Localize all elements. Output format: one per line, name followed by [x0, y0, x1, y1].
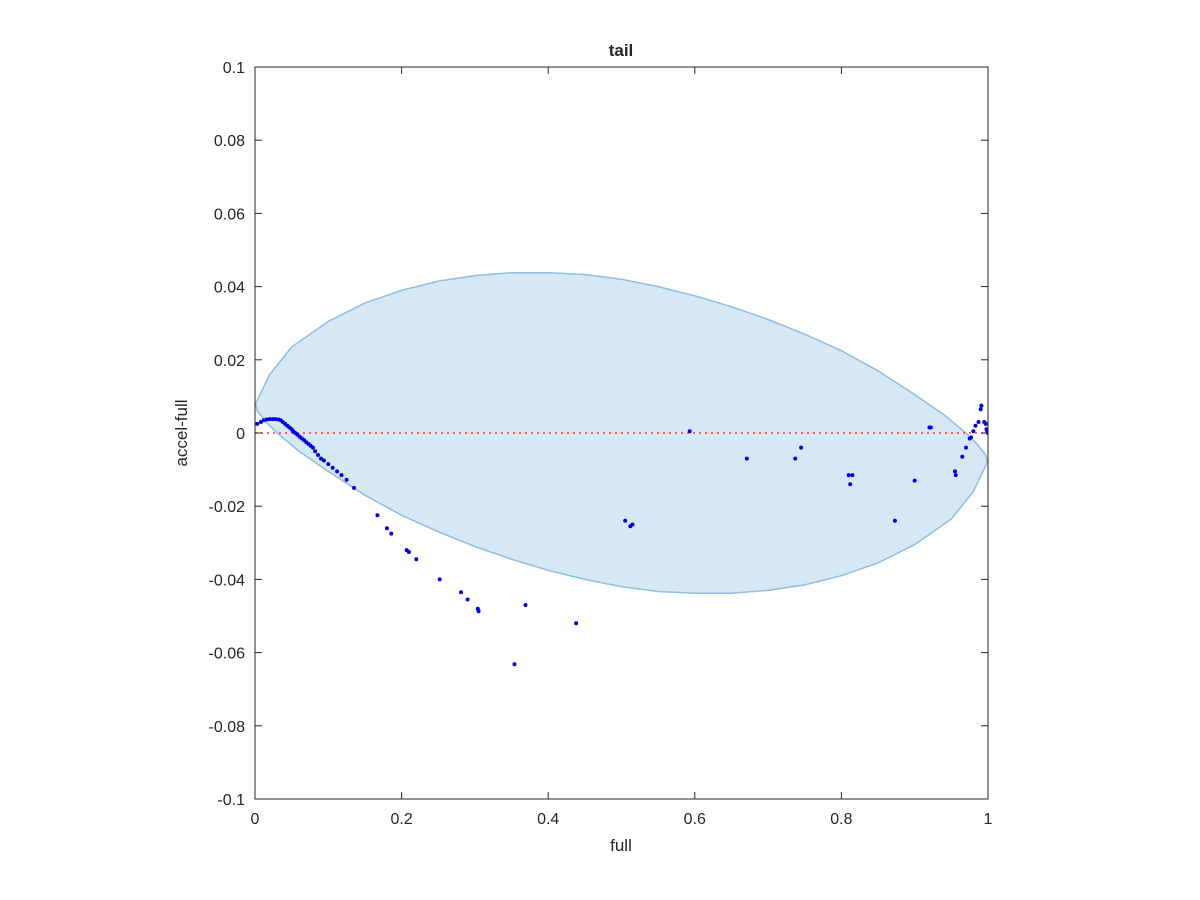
data-point	[384, 526, 389, 531]
data-point	[979, 403, 984, 408]
data-point	[744, 456, 749, 461]
data-point	[344, 477, 349, 482]
data-point	[978, 407, 983, 412]
data-point	[983, 421, 988, 426]
data-point	[465, 597, 470, 602]
data-point	[321, 458, 326, 463]
y-tick-label: 0.06	[214, 206, 245, 223]
data-point	[437, 577, 442, 582]
data-point	[687, 429, 692, 434]
data-point	[964, 445, 968, 450]
data-point	[850, 473, 855, 478]
data-point	[793, 456, 798, 461]
data-point	[960, 454, 965, 459]
data-point	[912, 478, 917, 483]
axis-ticks: 0 0.2 0.4 0.6 0.8 1 -0.1 -0.08 -0.06 -0.04 -0.02 0 0…	[209, 60, 993, 828]
x-tick-label: 0	[251, 811, 260, 828]
data-point	[846, 473, 851, 478]
data-point	[335, 469, 340, 474]
data-point	[848, 482, 853, 487]
y-tick-label: 0.04	[214, 280, 245, 297]
x-tick-label: 0.8	[830, 811, 852, 828]
y-tick-label: 0.02	[214, 353, 245, 370]
data-point	[310, 445, 315, 450]
data-point	[969, 435, 974, 440]
y-tick-label: 0.08	[214, 133, 245, 150]
data-points	[255, 403, 988, 667]
data-point	[267, 417, 272, 422]
data-point	[258, 420, 263, 424]
y-tick-label: 0	[236, 426, 245, 443]
data-point	[971, 429, 976, 434]
data-point	[319, 456, 323, 461]
data-point	[953, 469, 957, 474]
data-point	[459, 590, 463, 595]
data-point	[352, 485, 356, 490]
data-point	[339, 473, 344, 478]
y-tick-label: 0.1	[223, 60, 245, 77]
data-point	[799, 445, 804, 450]
y-tick-label: -0.02	[209, 499, 246, 516]
data-point	[313, 449, 318, 454]
data-point	[316, 453, 320, 457]
plot-area	[255, 271, 988, 667]
data-point	[630, 522, 635, 527]
data-point	[389, 531, 394, 536]
data-point	[406, 550, 411, 554]
y-tick-label: -0.1	[217, 792, 245, 809]
data-point	[928, 425, 933, 430]
data-point	[623, 518, 628, 523]
y-axis-label: accel-full	[172, 399, 191, 466]
y-tick-label: -0.08	[209, 719, 246, 736]
chart-title: tail	[609, 41, 634, 60]
x-tick-label: 0.4	[537, 811, 559, 828]
data-point	[270, 417, 275, 422]
data-point	[255, 421, 260, 426]
x-tick-label: 0.6	[684, 811, 706, 828]
data-point	[523, 603, 528, 607]
data-point	[512, 662, 517, 667]
data-point	[264, 417, 269, 422]
data-point	[326, 462, 331, 467]
data-point	[476, 609, 481, 614]
data-point	[375, 513, 380, 518]
data-point	[574, 621, 579, 626]
x-tick-label: 1	[984, 811, 993, 828]
data-point	[976, 420, 981, 424]
data-point	[414, 557, 419, 562]
data-point	[973, 423, 978, 428]
data-point	[273, 417, 278, 422]
y-tick-label: -0.04	[209, 572, 246, 589]
data-point	[892, 518, 897, 523]
x-axis-label: full	[610, 836, 632, 855]
x-tick-label: 0.2	[390, 811, 412, 828]
data-point	[330, 465, 335, 470]
y-tick-label: -0.06	[209, 646, 246, 663]
data-point	[953, 473, 958, 478]
